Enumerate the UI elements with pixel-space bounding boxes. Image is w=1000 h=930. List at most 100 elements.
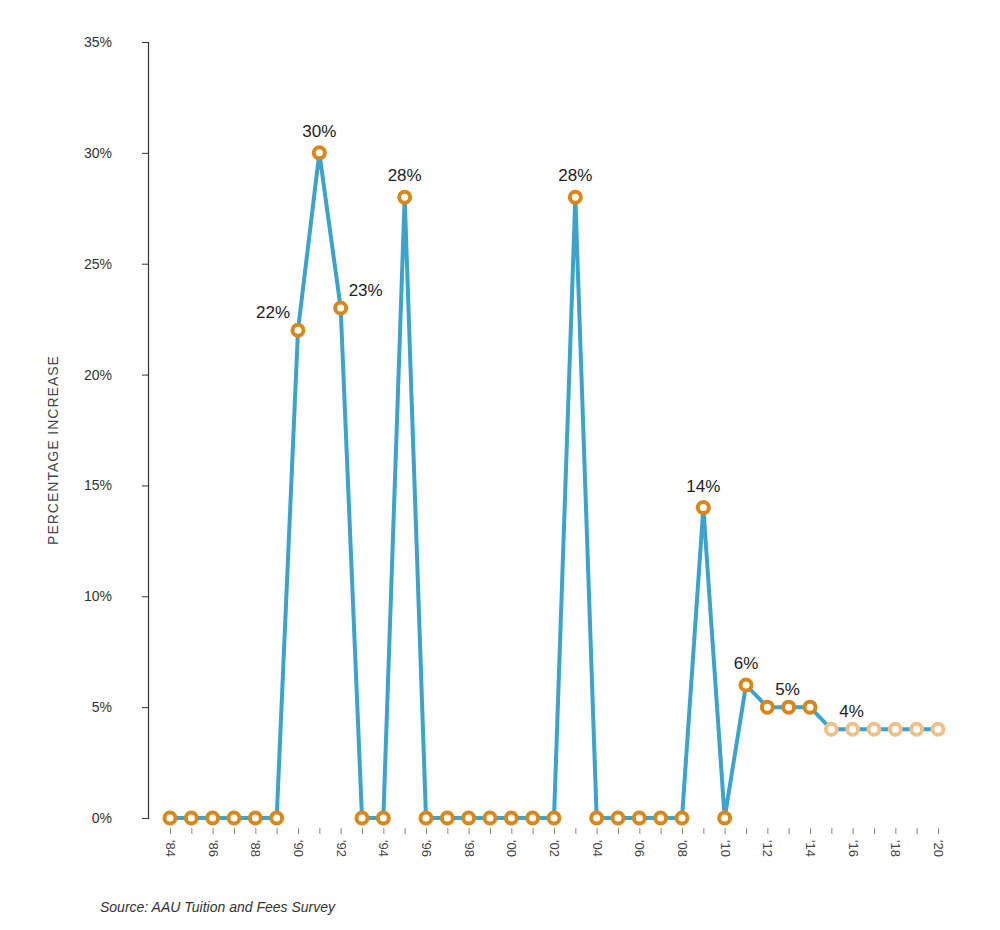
x-tick: '06 [632, 828, 647, 857]
x-tick: '00 [504, 828, 519, 857]
x-tick-label: '20 [931, 840, 946, 857]
data-label: 23% [349, 281, 383, 300]
x-tick-mark [746, 828, 747, 834]
x-tick: '18 [888, 828, 903, 857]
x-tick-mark [383, 828, 384, 834]
x-tick-mark [447, 828, 448, 834]
x-tick [575, 828, 576, 834]
x-tick [405, 828, 406, 834]
source-note: Source: AAU Tuition and Fees Survey [100, 899, 336, 915]
data-label: 28% [388, 166, 422, 185]
y-axis-title: PERCENTAGE INCREASE [45, 355, 61, 545]
data-label: 22% [256, 303, 290, 322]
x-tick-label: '94 [376, 840, 391, 857]
chart: 0%5%10%15%20%25%30%35%PERCENTAGE INCREAS… [0, 0, 1000, 930]
x-tick: '92 [334, 828, 349, 857]
x-tick-mark [170, 828, 171, 834]
x-tick-mark [213, 828, 214, 834]
x-tick-label: '92 [334, 840, 349, 857]
x-tick-label: '04 [590, 840, 605, 857]
data-point [357, 813, 368, 824]
data-point [911, 724, 922, 735]
plot-area [165, 147, 944, 823]
x-tick: '96 [419, 828, 434, 857]
x-tick-mark [255, 828, 256, 834]
data-point [506, 813, 517, 824]
data-label: 4% [839, 702, 864, 721]
x-tick-mark [661, 828, 662, 834]
x-tick-mark [298, 828, 299, 834]
data-point [869, 724, 880, 735]
x-tick-mark [895, 828, 896, 834]
x-tick-label: '84 [163, 840, 178, 857]
y-tick: 5% [92, 699, 148, 715]
data-point [570, 192, 581, 203]
data-point [591, 813, 602, 824]
data-point [677, 813, 688, 824]
x-tick-mark [469, 828, 470, 834]
data-point [421, 813, 432, 824]
data-point [783, 702, 794, 713]
data-label: 14% [686, 477, 720, 496]
x-tick [533, 828, 534, 834]
x-tick-label: '90 [291, 840, 306, 857]
x-tick: '16 [846, 828, 861, 857]
y-tick-mark [142, 153, 148, 154]
x-tick-mark [597, 828, 598, 834]
x-tick: '02 [547, 828, 562, 857]
x-tick: '88 [248, 828, 263, 857]
data-point [549, 813, 560, 824]
data-label: 5% [775, 680, 800, 699]
y-tick-label: 5% [92, 699, 112, 715]
x-tick: '10 [718, 828, 733, 857]
x-tick-mark [725, 828, 726, 834]
y-tick-mark [142, 264, 148, 265]
data-point [485, 813, 496, 824]
x-tick: '04 [590, 828, 605, 857]
data-point [741, 679, 752, 690]
x-tick-mark [703, 828, 704, 834]
x-tick [874, 828, 875, 834]
x-tick-label: '10 [718, 840, 733, 857]
x-tick-mark [426, 828, 427, 834]
data-point [762, 702, 773, 713]
x-tick [447, 828, 448, 834]
y-axis: 0%5%10%15%20%25%30%35% [84, 34, 149, 826]
y-tick: 30% [84, 145, 148, 161]
x-tick [789, 828, 790, 834]
data-point [165, 813, 176, 824]
data-point [826, 724, 837, 735]
x-tick-label: '14 [803, 840, 818, 857]
y-tick-mark [142, 42, 148, 43]
x-tick-mark [341, 828, 342, 834]
x-tick-mark [853, 828, 854, 834]
x-tick-mark [874, 828, 875, 834]
x-tick [319, 828, 320, 834]
x-tick: '98 [462, 828, 477, 857]
x-tick [703, 828, 704, 834]
x-tick-mark [917, 828, 918, 834]
y-tick-label: 20% [84, 367, 112, 383]
x-tick [490, 828, 491, 834]
x-tick-mark [831, 828, 832, 834]
data-point [314, 147, 325, 158]
x-tick-mark [319, 828, 320, 834]
data-point [293, 325, 304, 336]
data-label: 30% [302, 122, 336, 141]
x-tick: '94 [376, 828, 391, 857]
x-tick-label: '86 [206, 840, 221, 857]
y-tick-label: 25% [84, 256, 112, 272]
x-tick-mark [618, 828, 619, 834]
x-tick [362, 828, 363, 834]
x-axis-line [171, 829, 939, 835]
x-tick-mark [810, 828, 811, 834]
x-tick: '86 [206, 828, 221, 857]
x-tick-mark [554, 828, 555, 834]
x-tick-label: '18 [888, 840, 903, 857]
x-tick-mark [533, 828, 534, 834]
data-point [399, 192, 410, 203]
y-tick-mark [142, 485, 148, 486]
x-tick-mark [938, 828, 939, 834]
y-tick-label: 35% [84, 34, 112, 50]
x-tick-label: '96 [419, 840, 434, 857]
